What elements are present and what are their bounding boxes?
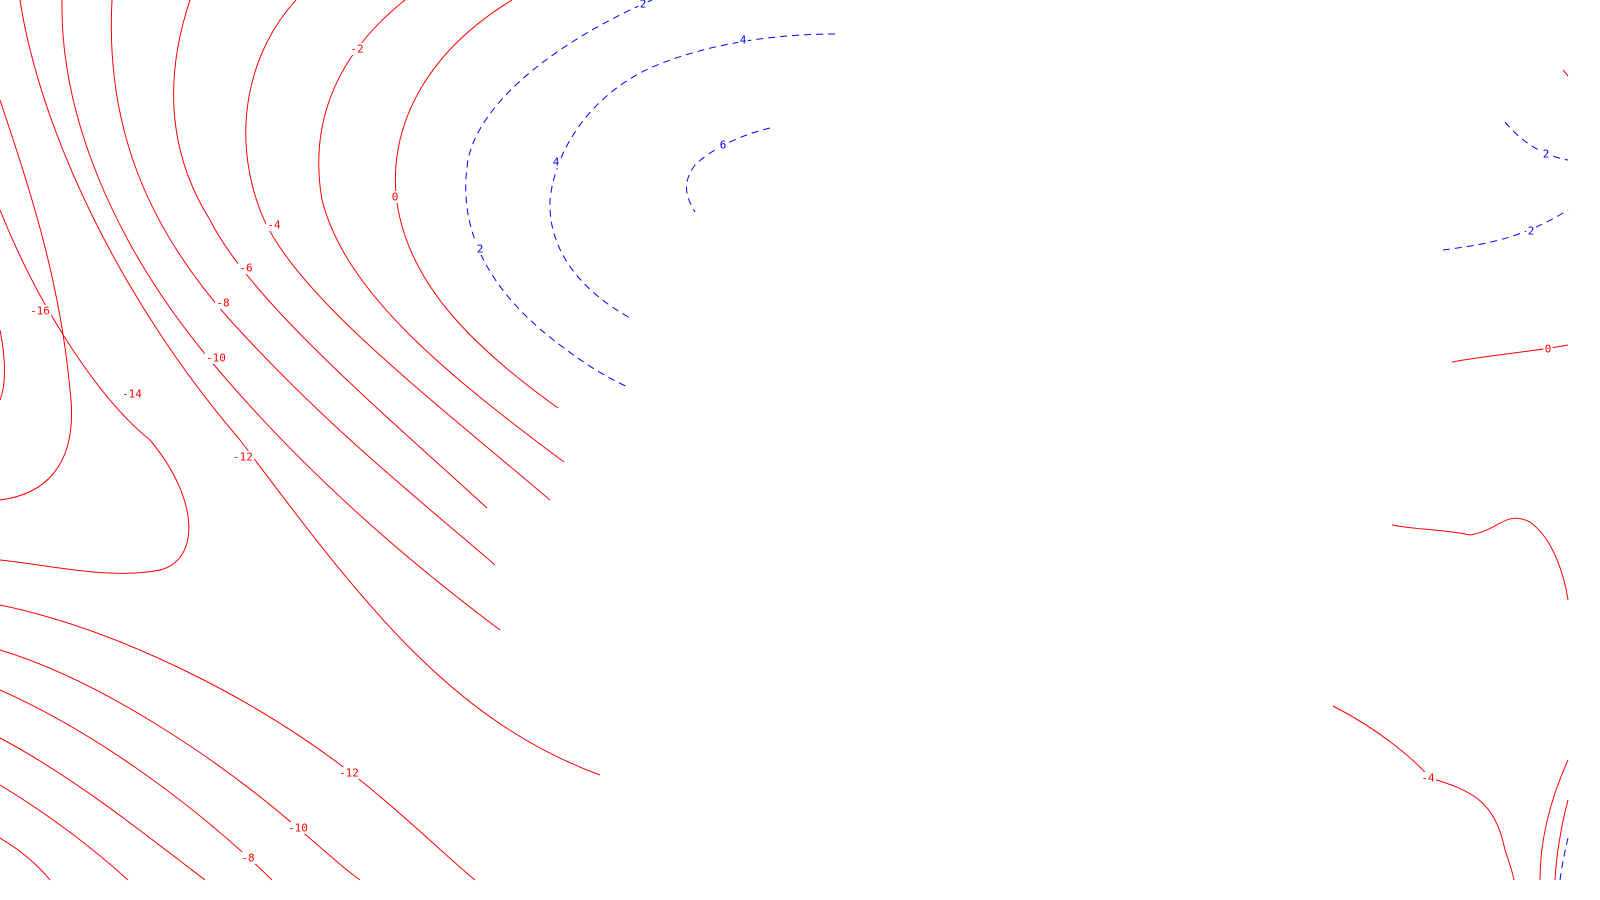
contour-label: -14 [122,388,142,401]
contour-label-background [390,191,400,203]
contour-label: -10 [206,352,226,365]
contour-label-background [1543,343,1553,355]
contour-line-pos-2-main [465,0,653,389]
contour-label-background [240,852,256,864]
contour-line-neg-2-right [1391,517,1569,601]
positive-contours [465,0,1569,881]
contour-label-background [718,139,728,151]
contour-label: 4 [553,156,560,169]
contour-label-background [349,43,365,55]
contour-label: -12 [233,451,253,464]
contour-label: 2 [640,0,647,11]
contour-line-neg-6-right [1539,759,1569,881]
contour-label: -4 [267,219,281,232]
contour-line-neg-18 [0,209,190,574]
contour-line-neg-4-lower [0,784,129,881]
contour-label: 2 [1543,148,1550,161]
contour-line-0-right [1451,344,1569,363]
contour-line-neg-8-lower [0,689,273,881]
contour-line-pos-6 [686,127,771,213]
contour-label-background [738,34,748,46]
contour-line-neg-12-upper [61,0,501,631]
contour-label: -4 [1421,772,1435,785]
contour-label-background [551,156,561,168]
contour-line-neg-20 [0,99,72,501]
contour-line-pos-2-right-lower [1442,209,1569,251]
contour-label-background [215,297,231,309]
contour-label-background [204,352,228,364]
contour-line-neg-2-upper [394,0,559,409]
contour-label: 4 [740,34,747,47]
contour-line-neg-4-right [1332,705,1515,881]
contour-label: -10 [288,822,308,835]
contour-line-neg-8-upper [173,0,488,509]
contour-line-neg-12-lower [0,604,476,881]
contour-label-background [28,305,52,317]
contour-line-pos-bottom-right [1559,837,1569,881]
contour-line-neg-4-upper [318,0,565,463]
contour-label-background [1420,772,1436,784]
contour-line-neg-8-right [1554,799,1569,881]
contour-label-background [638,0,648,10]
contour-line-neg-2-lower [0,837,51,881]
contour-label: -8 [241,852,254,865]
contour-line-neg-14-upper [19,0,601,776]
contour-label: -8 [216,297,229,310]
contour-label-background [1541,148,1551,160]
contour-label: 2 [1528,225,1535,238]
contour-label: -16 [30,305,50,318]
contour-label-background [337,767,361,779]
contour-line-pos-4-main [549,33,836,319]
contour-line-neg-top-right-corner [1562,69,1569,77]
contour-label-background [475,243,485,255]
contour-label: 6 [720,139,727,152]
contour-label-background [238,262,254,274]
contour-line-neg-10-lower [0,649,361,881]
contour-label-background [266,219,282,231]
contour-label: 0 [1545,343,1552,356]
contour-label: -12 [339,767,359,780]
contour-line-neg-10-upper [110,0,496,566]
contour-label: 0 [392,191,399,204]
contour-label-background [231,451,255,463]
contour-label: -2 [350,43,363,56]
contour-labels: -2 0 -4 -6 -8 -10 -12 -14 -16 -12 -10 -8 2 4 4 6 2 2 2 0 -4 [28,0,1553,865]
contour-line-neg-6-upper [245,0,551,501]
contour-label-background [120,388,144,400]
contour-label-background [1526,225,1536,237]
contour-label-background [286,822,310,834]
contour-label: -6 [239,262,252,275]
contour-line-pos-2-right-upper [1504,121,1569,161]
contour-label: 2 [477,243,484,256]
contour-line-neg-16-loop [0,329,5,401]
contour-line-neg-6-lower [0,737,206,881]
negative-contours [0,0,1569,881]
